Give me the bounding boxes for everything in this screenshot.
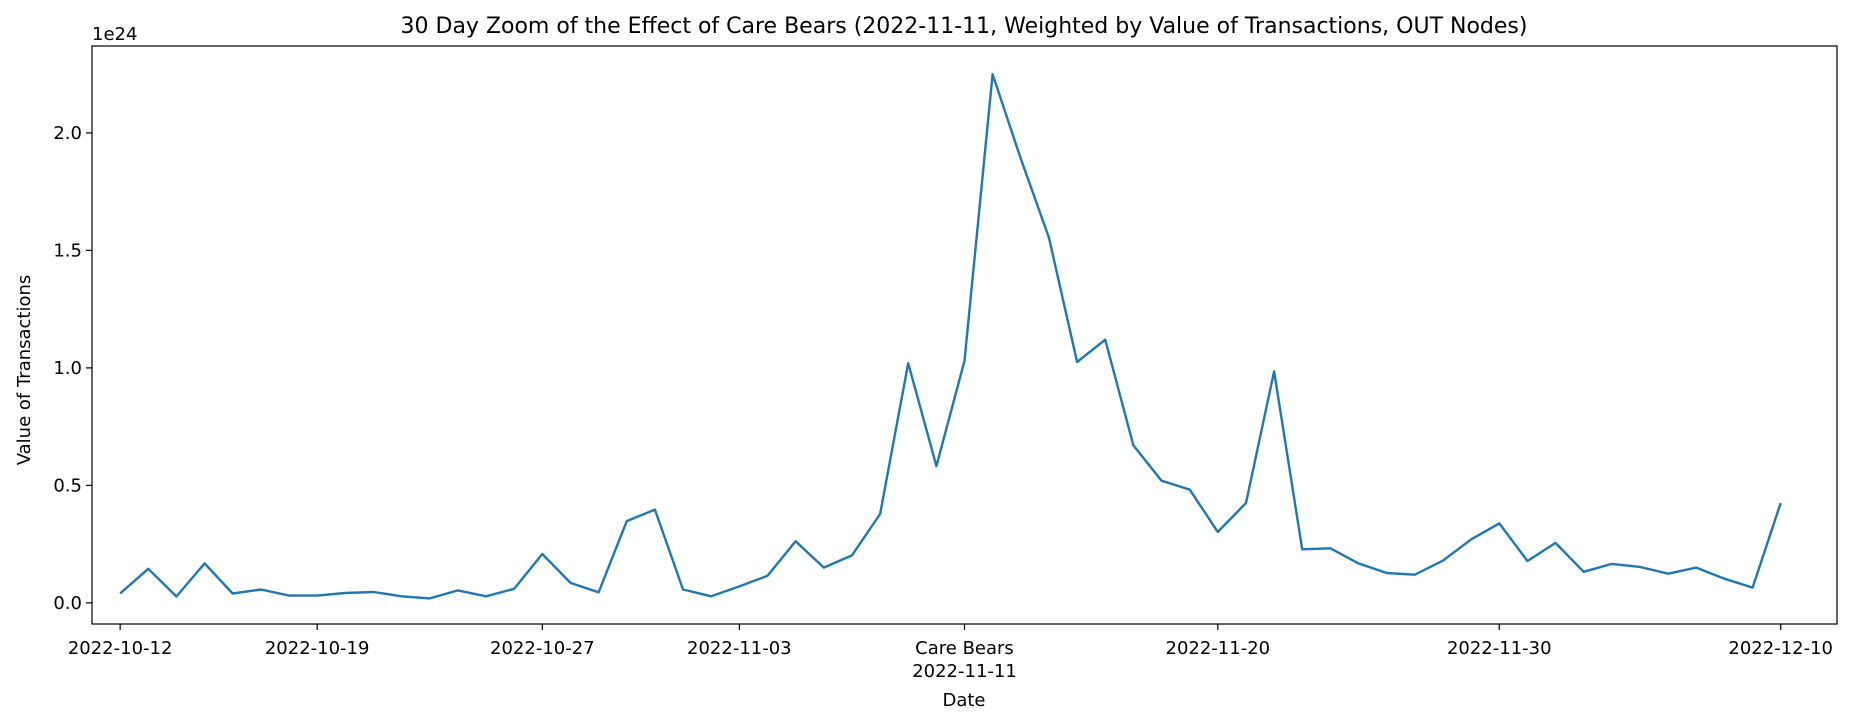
y-offset-label: 1e24	[92, 24, 137, 45]
x-tick-label: Care Bears	[915, 638, 1014, 659]
x-axis-label: Date	[942, 690, 985, 711]
x-tick-label: 2022-11-03	[687, 638, 792, 659]
x-tick-label: 2022-12-10	[1728, 638, 1833, 659]
x-tick-label: 2022-11-30	[1447, 638, 1552, 659]
x-tick-label: 2022-10-27	[490, 638, 595, 659]
x-tick-label: 2022-10-19	[265, 638, 370, 659]
y-tick-label: 0.0	[53, 593, 82, 614]
y-tick-label: 0.5	[53, 475, 82, 496]
x-tick-sublabel: 2022-11-11	[912, 661, 1017, 682]
y-tick-label: 1.5	[53, 240, 82, 261]
x-axis: 2022-10-12 2022-10-19 2022-10-27 2022-11-03…	[68, 624, 1833, 682]
y-tick-label: 2.0	[53, 123, 82, 144]
y-axis: 0.0 0.5 1.0 1.5 2.0	[53, 123, 92, 614]
chart-title: 30 Day Zoom of the Effect of Care Bears …	[401, 14, 1528, 39]
series-line	[119, 73, 1782, 600]
plot-area-frame	[91, 45, 1838, 625]
y-axis-label: Value of Transactions	[14, 275, 35, 466]
x-tick-label: 2022-10-12	[68, 638, 173, 659]
x-tick-label: 2022-11-20	[1166, 638, 1271, 659]
y-tick-label: 1.0	[53, 358, 82, 379]
